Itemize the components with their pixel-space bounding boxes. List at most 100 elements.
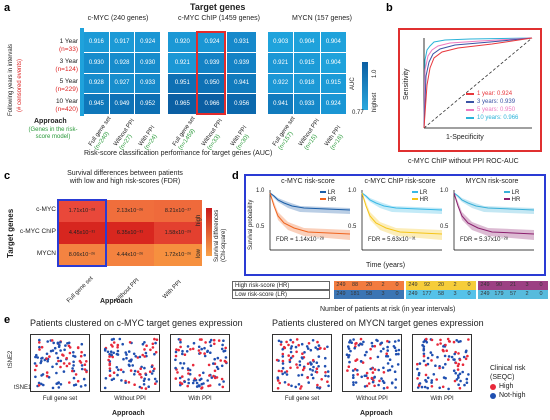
km-curves xyxy=(361,190,443,251)
tsne-scatter-plot xyxy=(272,334,332,392)
scatter-approach-label: With PPI xyxy=(188,396,212,402)
km-legend: LR HR xyxy=(320,190,336,204)
panel-c-row-cmyc: c-MYC xyxy=(36,206,56,213)
auc-cell: 0.904 xyxy=(320,32,346,52)
approach-column-label: With PPI (n=24) xyxy=(138,124,159,152)
auc-cell: 0.915 xyxy=(294,52,320,73)
auc-cell: 0.928 xyxy=(84,73,109,94)
highlight-box-chip-without-ppi xyxy=(196,31,226,115)
risk-count: 249 xyxy=(480,282,490,288)
km-legend: LR HR xyxy=(504,190,520,204)
fdr-cell: 6.35x10⁻³¹ xyxy=(106,222,154,244)
auc-scale-bar xyxy=(362,62,368,110)
tsne-scatter-plot xyxy=(30,334,90,392)
auc-cell: 0.924 xyxy=(320,94,346,114)
km-plot: c-MYC risk-score LR HR FDR = 1.14x10⁻²⁸ … xyxy=(256,178,352,262)
risk-count: 3 xyxy=(381,291,385,297)
km-curve-hr xyxy=(361,192,443,235)
auc-cell: 0.956 xyxy=(227,94,256,114)
fdr-cell: 2.13x10⁻²⁶ xyxy=(106,200,154,222)
roc-diagonal xyxy=(423,37,533,129)
risk-count: 181 xyxy=(350,291,360,297)
km-y-tick: 0.5 xyxy=(256,224,265,230)
roc-legend-item: 10 years: 0.966 xyxy=(466,114,518,122)
panel-a-approach-sublabel: (Genes in the risk-score model) xyxy=(28,127,78,140)
scatter-approach-label: Full gene set xyxy=(284,396,320,402)
survival-y-axis-label: Survival probability xyxy=(248,199,254,250)
approach-column-label: Full gene set (n=240) xyxy=(88,115,113,152)
group-title-mycn: MYCN (157 genes) xyxy=(292,15,352,22)
risk-count: 0 xyxy=(395,282,399,288)
heatmap-fdr: 1.71x10⁻²⁸ 2.13x10⁻²⁶ 8.21x10⁻²⁷ 4.45x10⁻³¹… xyxy=(58,200,202,266)
auc-cell: 0.927 xyxy=(109,73,135,94)
panel-c-row-mycn: MYCN xyxy=(36,250,56,257)
km-curve-lr xyxy=(453,192,535,211)
panel-b-label: b xyxy=(386,2,393,14)
approach-column-label: Full gene set (n=157) xyxy=(272,115,297,152)
scatter-approach-label: Without PPI xyxy=(356,396,388,402)
risk-count: 3 xyxy=(453,291,457,297)
auc-label: AUC xyxy=(350,77,356,90)
km-plot: c-MYC ChIP risk-score LR HR FDR = 5.63x1… xyxy=(348,178,444,262)
auc-cell: 0.930 xyxy=(84,52,109,73)
panel-a-caption: Risk-score classification performance fo… xyxy=(84,150,273,157)
roc-curve-5y xyxy=(423,37,533,129)
approach-column-label: Without PPI (n=33) xyxy=(201,118,225,152)
panel-c-col-full: Full gene set xyxy=(66,275,95,305)
km-y-tick: 1.0 xyxy=(256,188,265,194)
km-plot: MYCN risk-score LR HR FDR = 5.37x10⁻²⁸ 0… xyxy=(440,178,536,262)
chi-scale-low: low xyxy=(196,248,202,258)
row-label-5y: 5 Year (n=229) xyxy=(55,78,78,93)
legend-item-not-high: Not-high xyxy=(490,391,550,400)
fdr-cell: 8.06x10⁻²⁶ xyxy=(58,244,106,266)
panel-c-approach-label: Approach xyxy=(100,298,133,305)
risk-count: 249 xyxy=(336,291,346,297)
auc-scale-high: 1.0 xyxy=(372,69,378,78)
km-title: c-MYC ChIP risk-score xyxy=(364,178,436,185)
auc-cell: 0.920 xyxy=(168,32,197,52)
approach-column-label: Full gene set (n=1459) xyxy=(172,115,197,152)
risk-row-lr: 249 177 58 3 0 xyxy=(406,290,476,299)
approach-column-label: With PPI (n=30) xyxy=(230,124,251,152)
survival-frame xyxy=(244,174,546,276)
roc-caption: c-MYC ChIP without PPI ROC-AUC xyxy=(408,158,519,165)
chi-scale-high: high xyxy=(196,214,202,226)
panel-e-approach-right: Approach xyxy=(360,410,393,417)
auc-scale-high-word: highest xyxy=(372,92,378,112)
roc-legend-item: 3 years: 0.939 xyxy=(466,98,518,106)
approach-column-label: With PPI (n=16) xyxy=(324,124,345,152)
risk-caption: Number of patients at risk (in year inte… xyxy=(320,306,456,313)
risk-count: 2 xyxy=(381,282,385,288)
roc-plot xyxy=(423,37,533,129)
km-y-tick: 0.5 xyxy=(440,224,449,230)
panel-c-title: Survival differences between patients wit… xyxy=(67,170,183,185)
panel-a-title: Target genes xyxy=(190,2,246,12)
tsne2-label: tSNE2 xyxy=(8,350,14,368)
fdr-cell: 8.21x10⁻²⁷ xyxy=(154,200,202,222)
fdr-cell: 1.71x10⁻²⁸ xyxy=(58,200,106,222)
auc-cell: 0.931 xyxy=(227,32,256,52)
roc-y-axis-label: Sensitivity xyxy=(403,68,410,100)
km-y-tick: 1.0 xyxy=(348,188,357,194)
chi-square-scale-bar xyxy=(206,208,212,256)
group-title-cmyc: c-MYC (240 genes) xyxy=(87,15,149,22)
auc-cell: 0.924 xyxy=(197,32,227,52)
risk-row-hr: 249 90 21 3 0 xyxy=(478,281,548,290)
row-label-3y: 3 Year (n=124) xyxy=(55,58,78,73)
row-label-1y: 1 Year (n=33) xyxy=(59,38,78,53)
roc-curve-3y xyxy=(423,37,533,129)
auc-cell: 0.922 xyxy=(268,73,294,94)
tsne-scatter-plot xyxy=(100,334,160,392)
risk-count: 88 xyxy=(351,282,359,288)
risk-count: 0 xyxy=(539,282,543,288)
auc-cell: 0.904 xyxy=(320,52,346,73)
km-y-tick: 1.0 xyxy=(440,188,449,194)
auc-cell: 0.930 xyxy=(135,52,160,73)
scatter-approach-label: With PPI xyxy=(430,396,454,402)
risk-count: 177 xyxy=(422,291,432,297)
risk-count: 2 xyxy=(525,291,529,297)
auc-cell: 0.915 xyxy=(320,73,346,94)
auc-cell: 0.917 xyxy=(109,32,135,52)
km-curve-lr xyxy=(269,192,351,211)
roc-legend-item: 5 years: 0.950 xyxy=(466,106,518,114)
